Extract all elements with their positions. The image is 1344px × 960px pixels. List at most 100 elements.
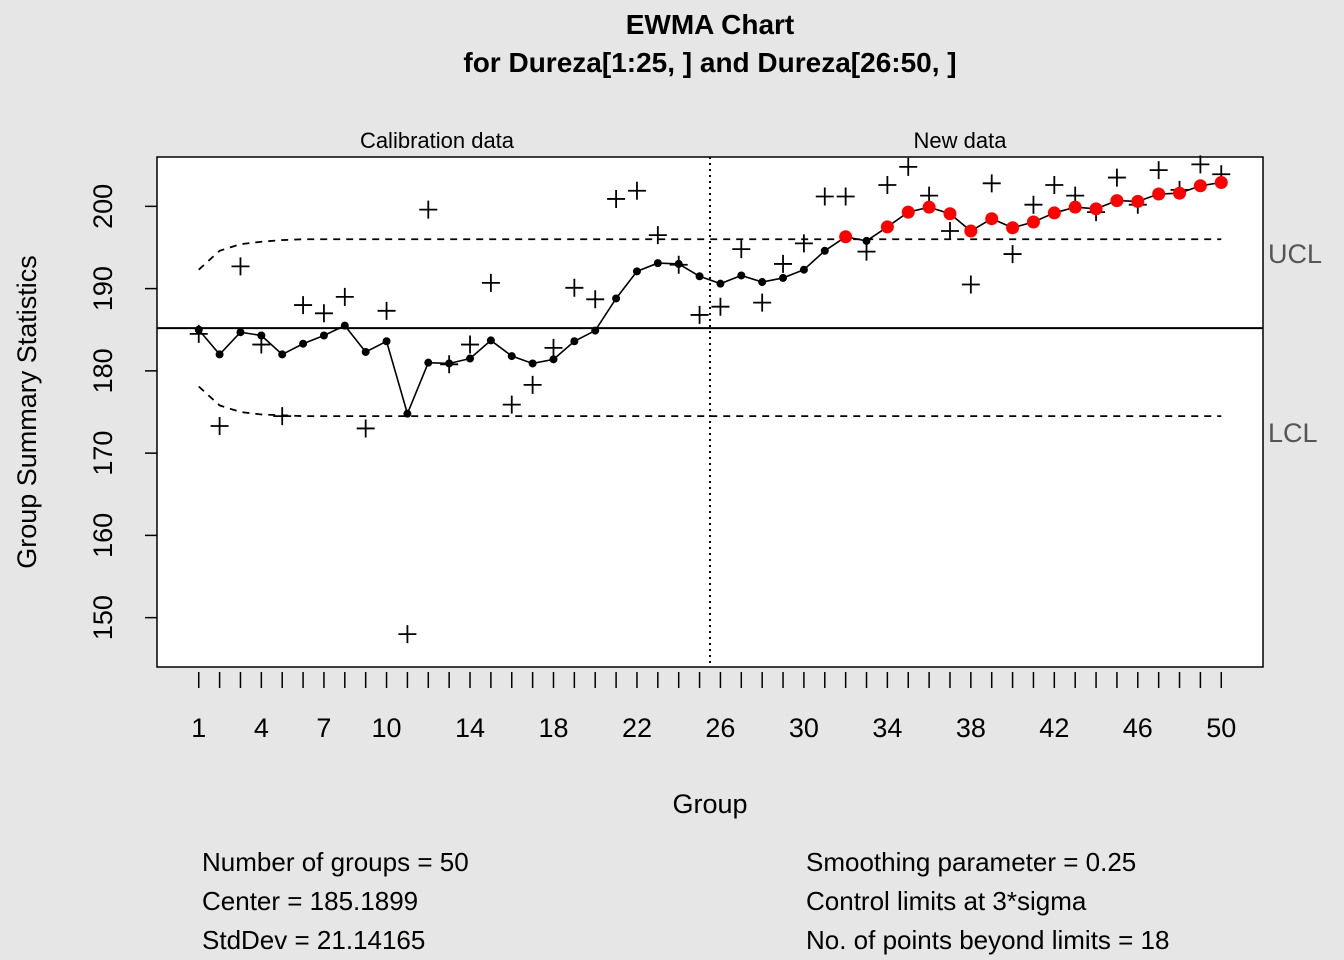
statistic-point	[377, 301, 396, 320]
y-axis-label: Group Summary Statistics	[12, 255, 42, 569]
ewma-point	[382, 337, 391, 346]
statistic-point	[794, 234, 813, 253]
statistic-point	[210, 416, 229, 435]
ucl-line	[198, 238, 1222, 271]
chart-title: EWMA Chart	[626, 9, 795, 40]
statistic-point	[1003, 245, 1022, 264]
ucl-label: UCL	[1268, 239, 1322, 269]
x-tick-label-18: 18	[538, 713, 568, 743]
statistic-point	[753, 293, 772, 312]
statistic-point	[398, 625, 417, 644]
statistic-point	[1191, 155, 1210, 174]
ewma-point-out-of-control	[1026, 215, 1040, 229]
ewma-point-out-of-control	[922, 200, 936, 214]
ewma-point-out-of-control	[839, 230, 853, 244]
statistic-point	[878, 175, 897, 194]
ewma-point	[674, 259, 683, 268]
x-tick-label-30: 30	[789, 713, 819, 743]
ewma-point-out-of-control	[1152, 187, 1166, 201]
ewma-point-out-of-control	[1193, 179, 1207, 193]
ewma-point-out-of-control	[880, 220, 894, 234]
ewma-point	[591, 326, 600, 335]
x-tick-label-7: 7	[316, 713, 331, 743]
ewma-point	[612, 294, 621, 303]
x-tick-label-34: 34	[872, 713, 902, 743]
ewma-point-out-of-control	[964, 224, 978, 238]
statistic-point	[899, 157, 918, 176]
ewma-point	[466, 354, 475, 363]
statistic-point	[982, 174, 1001, 193]
y-tick-label-180: 180	[88, 348, 118, 393]
statistic-point	[314, 304, 333, 323]
ewma-point	[528, 359, 537, 368]
statistic-point	[774, 254, 793, 273]
y-tick-label-190: 190	[88, 266, 118, 311]
x-tick-label-4: 4	[254, 713, 269, 743]
ewma-point	[340, 321, 349, 330]
statistic-point	[940, 222, 959, 241]
ewma-point	[632, 267, 641, 276]
ewma-point	[507, 352, 516, 361]
ewma-point	[779, 273, 788, 282]
x-tick-label-42: 42	[1039, 713, 1069, 743]
ewma-point-out-of-control	[1006, 221, 1020, 235]
statistic-point	[1045, 175, 1064, 194]
x-tick-label-22: 22	[622, 713, 652, 743]
ewma-point-out-of-control	[1173, 186, 1187, 200]
statistic-point	[815, 187, 834, 206]
statistic-point	[273, 407, 292, 426]
stat-center: Center = 185.1899	[202, 886, 418, 916]
statistic-point	[690, 305, 709, 324]
statistic-point	[1149, 161, 1168, 180]
y-tick-label-200: 200	[88, 184, 118, 229]
stat-stddev: StdDev = 21.14165	[202, 925, 425, 955]
lcl-line	[198, 385, 1222, 418]
ewma-point-out-of-control	[943, 207, 957, 221]
x-tick-label-10: 10	[372, 713, 402, 743]
section-label-new: New data	[914, 128, 1008, 153]
x-tick-label-14: 14	[455, 713, 485, 743]
stat-control-limits: Control limits at 3*sigma	[806, 886, 1087, 916]
ewma-point-out-of-control	[1131, 194, 1145, 208]
statistic-point	[481, 273, 500, 292]
ewma-point	[653, 259, 662, 268]
statistic-point	[356, 419, 375, 438]
ewma-point	[215, 350, 224, 359]
statistic-point	[461, 335, 480, 354]
statistic-point	[565, 278, 584, 297]
ewma-point	[194, 325, 203, 334]
x-tick-label-46: 46	[1123, 713, 1153, 743]
ewma-point	[862, 236, 871, 245]
statistic-point	[523, 375, 542, 394]
statistic-point	[648, 226, 667, 245]
stat-beyond-limits: No. of points beyond limits = 18	[806, 925, 1169, 955]
ewma-point-out-of-control	[985, 212, 999, 226]
ewma-point	[549, 355, 558, 364]
ewma-point	[445, 359, 454, 368]
statistic-point	[711, 297, 730, 316]
ewma-point-out-of-control	[1047, 206, 1061, 220]
ewma-point	[361, 347, 370, 356]
statistic-point	[857, 242, 876, 261]
ewma-point-out-of-control	[1110, 194, 1124, 208]
ewma-point	[695, 272, 704, 281]
statistics-series	[189, 155, 1231, 644]
ewma-point	[486, 336, 495, 345]
y-tick-label-170: 170	[88, 431, 118, 476]
ewma-point-out-of-control	[1214, 176, 1228, 189]
statistic-point	[732, 240, 751, 259]
ewma-point	[570, 337, 579, 346]
ewma-point	[319, 331, 328, 340]
y-tick-label-160: 160	[88, 513, 118, 558]
stat-smoothing: Smoothing parameter = 0.25	[806, 847, 1136, 877]
statistic-point	[502, 395, 521, 414]
ewma-point	[236, 328, 245, 337]
ewma-point	[799, 265, 808, 274]
ewma-point	[257, 331, 266, 340]
ewma-point	[758, 278, 767, 287]
statistic-point	[607, 189, 626, 208]
x-tick-label-26: 26	[705, 713, 735, 743]
statistic-point	[294, 296, 313, 315]
chart-subtitle: for Dureza[1:25, ] and Dureza[26:50, ]	[463, 47, 956, 78]
